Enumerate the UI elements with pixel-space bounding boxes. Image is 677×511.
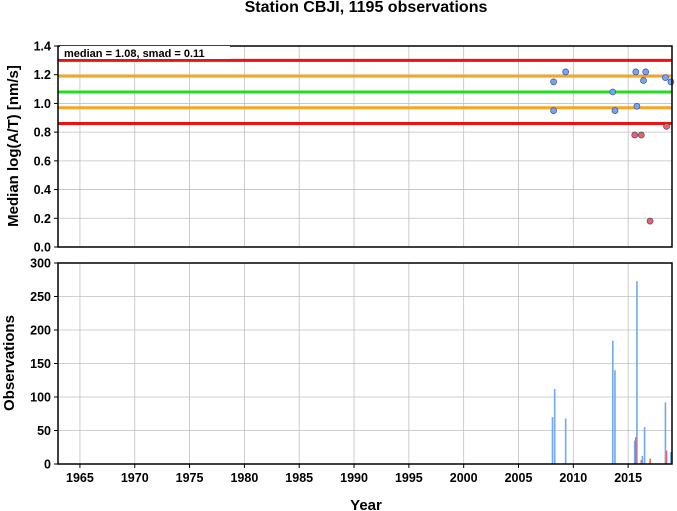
median-point bbox=[609, 88, 617, 96]
median-y-tick-label: 0.2 bbox=[34, 212, 51, 226]
median-point bbox=[642, 68, 650, 76]
median-points bbox=[550, 68, 675, 225]
median-point bbox=[632, 68, 640, 76]
reference-lines bbox=[58, 58, 672, 126]
year-tick-labels: 1965 1970 1975 1980 1985 1990 1995 2000 2005 2010… bbox=[66, 464, 642, 485]
observations-y-tick-label: 250 bbox=[30, 290, 51, 304]
observations-y-tick-label: 150 bbox=[30, 357, 51, 371]
year-tick-label: 1970 bbox=[121, 471, 149, 485]
median-point bbox=[562, 68, 569, 76]
median-y-axis-label: Median log(A/T) [nm/s] bbox=[5, 65, 22, 227]
observation-bar bbox=[564, 418, 567, 464]
observations-y-tick-label: 100 bbox=[30, 391, 51, 405]
median-y-tick-label: 1.2 bbox=[34, 68, 51, 82]
median-y-tick-label: 1.4 bbox=[34, 40, 51, 54]
chart-title: Station CBJI, 1195 observations bbox=[245, 0, 488, 16]
median-point bbox=[631, 131, 639, 139]
observation-bar bbox=[553, 388, 556, 464]
median-point bbox=[611, 107, 619, 114]
median-point bbox=[640, 77, 647, 84]
year-tick-label: 2010 bbox=[559, 471, 587, 485]
median-point bbox=[550, 107, 557, 114]
observations-y-axis-label: Observations bbox=[1, 315, 18, 411]
median-point bbox=[667, 78, 675, 86]
median-panel: median = 1.08, smad = 0.11 0.00.20.40.60… bbox=[5, 40, 675, 255]
year-tick-label: 2000 bbox=[450, 471, 478, 485]
observation-bar bbox=[635, 437, 637, 464]
year-tick-label: 1990 bbox=[340, 471, 368, 485]
observation-bar bbox=[614, 370, 616, 464]
observations-y-tick-label: 200 bbox=[30, 324, 51, 338]
observation-bar bbox=[551, 417, 554, 464]
median-point bbox=[646, 217, 654, 225]
median-y-tick-label: 0.4 bbox=[34, 183, 51, 197]
observation-bar bbox=[665, 450, 668, 464]
observations-gridlines bbox=[58, 262, 672, 465]
median-y-tick-label: 0.6 bbox=[34, 154, 51, 168]
observation-bar bbox=[643, 427, 646, 464]
median-point bbox=[637, 131, 645, 139]
observations-y-tick-labels: 0 50 100 150 200 250 300 bbox=[30, 257, 58, 472]
observation-bar bbox=[641, 455, 644, 464]
median-plot-frame bbox=[57, 45, 673, 248]
observation-bar bbox=[611, 340, 614, 464]
year-tick-label: 1965 bbox=[66, 471, 94, 485]
observation-bar bbox=[640, 459, 643, 464]
year-tick-label: 1995 bbox=[395, 471, 423, 485]
median-point bbox=[633, 102, 641, 110]
median-y-tick-label: 0.0 bbox=[34, 241, 51, 255]
year-tick-label: 2005 bbox=[505, 471, 533, 485]
year-tick-label: 1985 bbox=[285, 471, 313, 485]
observation-bars bbox=[551, 281, 672, 464]
year-tick-label: 1975 bbox=[176, 471, 204, 485]
observation-bar bbox=[636, 281, 638, 464]
median-point bbox=[550, 78, 557, 86]
observations-y-tick-label: 50 bbox=[37, 424, 51, 438]
observation-bar bbox=[633, 440, 636, 464]
median-y-tick-label: 0.8 bbox=[34, 126, 51, 140]
observations-y-tick-label: 0 bbox=[44, 458, 51, 472]
observation-bar bbox=[670, 451, 672, 464]
median-y-tick-label: 1.0 bbox=[34, 97, 51, 111]
x-axis-label: Year bbox=[350, 497, 382, 511]
annotation-box bbox=[60, 46, 230, 59]
median-point bbox=[663, 123, 670, 130]
observation-bar bbox=[649, 458, 651, 464]
year-tick-label: 2015 bbox=[614, 471, 642, 485]
observation-bar bbox=[664, 402, 667, 464]
observations-y-tick-label: 300 bbox=[30, 257, 51, 271]
year-tick-label: 1980 bbox=[230, 471, 258, 485]
median-point bbox=[662, 74, 669, 81]
median-smad-annotation: median = 1.08, smad = 0.11 bbox=[64, 48, 205, 60]
median-y-tick-labels: 0.0 0.2 0.4 0.6 0.8 1.0 1.2 1.4 bbox=[34, 40, 58, 255]
